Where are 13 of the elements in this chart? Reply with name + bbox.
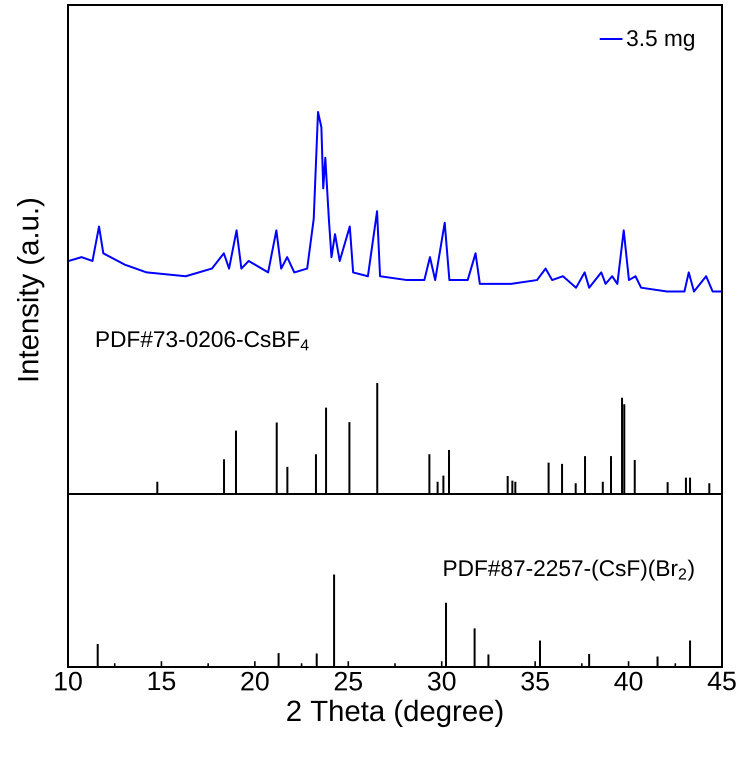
x-tick-label: 45 [708, 672, 736, 690]
x-tick-label: 15 [148, 672, 176, 690]
x-tick-label: 30 [428, 672, 456, 691]
x-tick-label: 25 [334, 672, 362, 691]
text: PDF#73-0206-CsBF$_{4}$ [96, 331, 309, 350]
x-tick-label: 20 [241, 672, 269, 691]
x-tick-label: 35 [521, 672, 549, 691]
legend-label: 3.5 mg [627, 30, 694, 51]
x-tick-label: 10 [55, 672, 82, 691]
y-axis-title: Intensity (a.u.) [16, 199, 44, 380]
series-label: PDF#87-2257-(CsF)(Br$_{2}$) [444, 560, 694, 581]
x-axis-title: 2 Theta (degree) [287, 700, 502, 728]
x-tick-label: 40 [614, 672, 642, 691]
